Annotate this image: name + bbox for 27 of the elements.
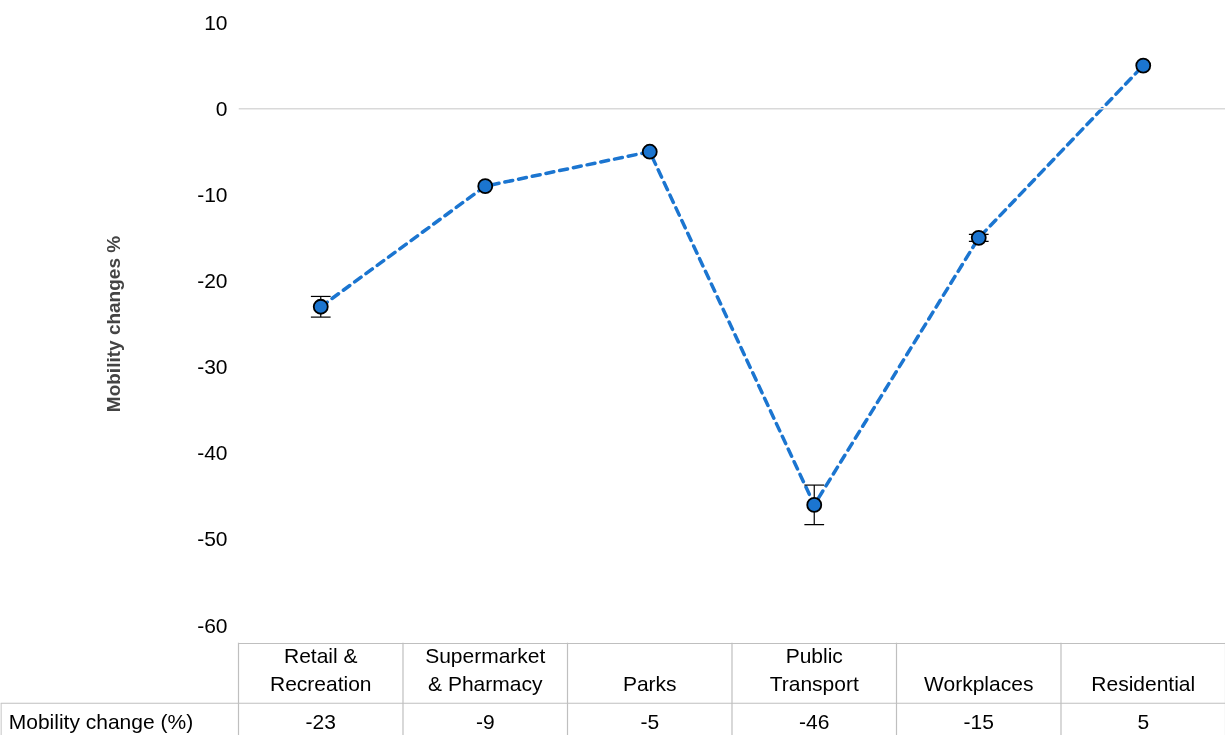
- y-tick-label: -60: [197, 613, 228, 637]
- y-tick-label: -20: [197, 268, 228, 292]
- x-tick-label: Public Transport: [769, 643, 859, 695]
- data-label: -15: [963, 709, 994, 733]
- y-tick-label: -30: [197, 355, 228, 379]
- x-tick-label: Workplaces: [924, 671, 1034, 695]
- text: Mobility change (%): [8, 710, 194, 734]
- data-label: 5: [1137, 709, 1150, 733]
- data-label: -5: [640, 709, 660, 733]
- y-tick-label: -50: [197, 527, 228, 551]
- x-tick-label: Residential: [1091, 671, 1196, 695]
- y-tick-label: 0: [215, 96, 228, 120]
- point: [477, 178, 494, 195]
- y-axis-title: Mobility changes %: [103, 235, 125, 413]
- point: [806, 497, 823, 513]
- x-tick-label: Retail & Recreation: [269, 643, 372, 695]
- data-label: -46: [799, 709, 830, 733]
- y-tick-label: 10: [204, 10, 228, 34]
- x-tick-label: Parks: [622, 671, 677, 695]
- y-tick-label: -40: [197, 441, 228, 465]
- point: [1135, 57, 1152, 74]
- point: [970, 229, 987, 246]
- point: [641, 143, 658, 160]
- x-tick-label: Supermarket & Pharmacy: [425, 643, 546, 695]
- data-label: -9: [475, 709, 495, 733]
- data-label: -23: [305, 709, 336, 733]
- y-tick-label: -10: [197, 182, 228, 206]
